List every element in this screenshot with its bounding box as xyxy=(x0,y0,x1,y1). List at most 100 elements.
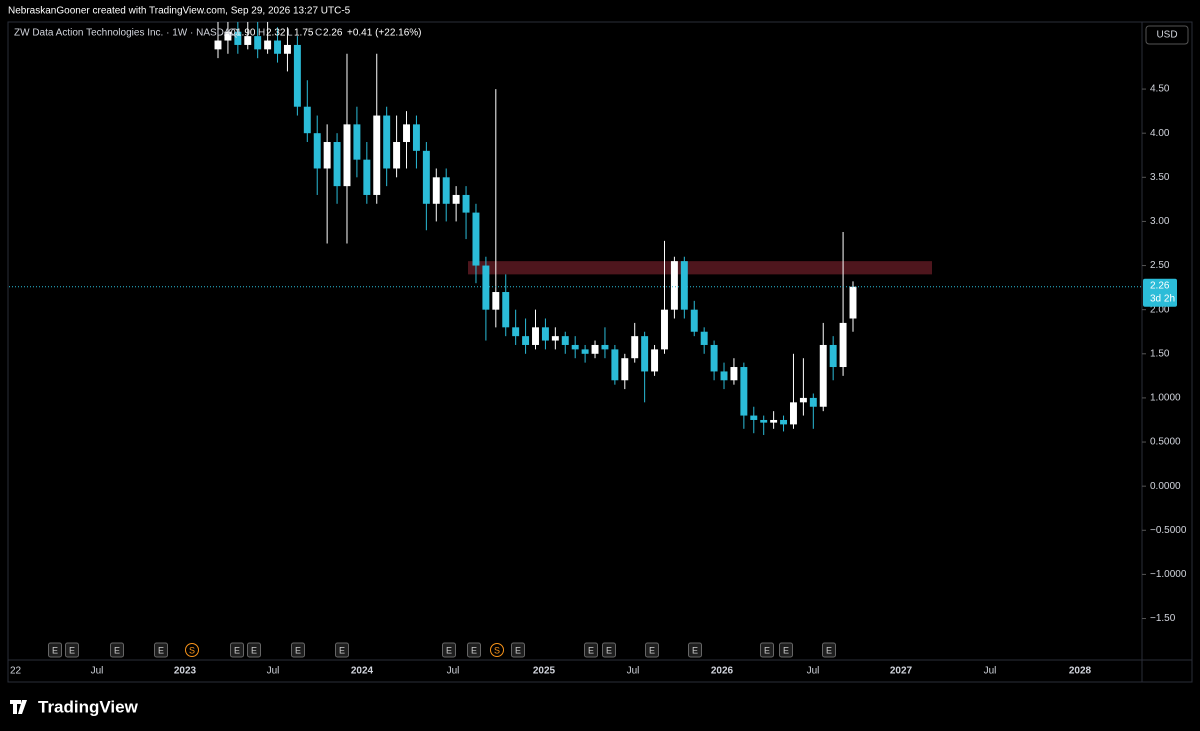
candle-body xyxy=(432,177,440,204)
x-tick-label: 2028 xyxy=(1069,666,1092,677)
x-tick-label: Jul xyxy=(447,666,460,677)
event-marker xyxy=(467,642,481,658)
event-marker xyxy=(110,642,124,658)
candle-body xyxy=(571,344,579,350)
event-marker xyxy=(442,642,456,658)
candle-body xyxy=(214,40,222,50)
candle-body xyxy=(581,349,589,354)
x-tick-label: 2023 xyxy=(174,666,197,677)
candle-body xyxy=(809,397,817,407)
legend-o: O xyxy=(228,28,236,39)
candle-body xyxy=(690,309,698,332)
x-tick-label: Jul xyxy=(267,666,280,677)
currency[interactable]: USD xyxy=(1156,30,1177,41)
candle-body xyxy=(383,115,391,169)
candle-body xyxy=(462,194,470,213)
event-label: E xyxy=(692,645,698,655)
candle-body xyxy=(661,309,668,350)
event-label: E xyxy=(446,645,452,655)
candle-body xyxy=(323,142,331,169)
candle-body xyxy=(541,327,549,341)
candle-body xyxy=(770,419,778,423)
last-price-box xyxy=(1143,278,1177,307)
event-label: E xyxy=(234,645,240,655)
candle-body xyxy=(551,336,559,341)
candle-body xyxy=(244,36,252,45)
candle-body xyxy=(799,397,807,403)
event-label: E xyxy=(471,645,477,655)
y-tick-label: 2.50 xyxy=(1150,260,1170,271)
candle-body xyxy=(710,344,718,372)
candle-body xyxy=(561,336,569,345)
candle-body xyxy=(740,367,748,416)
legend-l: L xyxy=(287,28,293,39)
candle-body xyxy=(670,261,678,310)
event-marker xyxy=(48,642,62,658)
x-tick-label: 2026 xyxy=(711,666,734,677)
event-marker xyxy=(584,642,598,658)
last-price-label: 2.26 xyxy=(1150,280,1170,291)
candle-body xyxy=(363,159,371,195)
event-label: E xyxy=(764,645,770,655)
candle-body xyxy=(403,124,410,143)
resistance-zone xyxy=(468,261,932,275)
candle-body xyxy=(522,336,530,345)
candle-body xyxy=(631,336,639,359)
event-label: E xyxy=(251,645,257,655)
plot xyxy=(214,22,932,435)
y-tick-label: 3.00 xyxy=(1150,216,1170,227)
event-label: E xyxy=(158,645,164,655)
candle-body xyxy=(760,419,768,423)
legend-change: +0.41 (+22.16%) xyxy=(347,28,422,39)
x-tick-label: 2024 xyxy=(351,666,374,677)
y-tick-label: 1.0000 xyxy=(1150,393,1181,404)
countdown: 3d 2h xyxy=(1150,293,1175,304)
event-label: E xyxy=(114,645,120,655)
candle-body xyxy=(829,344,837,368)
panel-border xyxy=(7,21,1193,683)
y-tick-label: 0.0000 xyxy=(1150,481,1181,492)
event-marker xyxy=(230,642,244,658)
x-tick-label: 2027 xyxy=(890,666,913,677)
candle-body xyxy=(274,40,282,54)
y-tick-label: 0.5000 xyxy=(1150,437,1181,448)
candle-body xyxy=(601,344,609,350)
footer-logo: TradingView xyxy=(10,697,139,716)
event-label: E xyxy=(52,645,58,655)
y-tick-label: −1.50 xyxy=(1150,613,1176,624)
candle-body xyxy=(849,286,857,319)
candle-body xyxy=(303,106,311,134)
event-marker xyxy=(291,642,305,658)
x-tick-label: Jul xyxy=(984,666,997,677)
candle-body xyxy=(819,344,827,407)
event-label: E xyxy=(588,645,594,655)
candle-body xyxy=(492,292,500,310)
candle-body xyxy=(393,142,401,169)
candle-body xyxy=(452,194,460,204)
candle-body xyxy=(839,322,847,368)
legend-h: H xyxy=(258,28,265,39)
event-label: E xyxy=(295,645,301,655)
candle-body xyxy=(313,133,321,169)
candle-body xyxy=(412,124,420,151)
candle-body xyxy=(641,336,649,372)
event-marker xyxy=(185,643,199,657)
y-tick-label: 3.50 xyxy=(1150,172,1170,183)
header: NebraskanGooner created with TradingView… xyxy=(8,6,351,17)
candle-body xyxy=(780,419,788,425)
candle-body xyxy=(750,415,758,420)
logo-icon xyxy=(10,700,27,714)
x-tick-label: Jul xyxy=(91,666,104,677)
y-tick-label: 4.00 xyxy=(1150,128,1170,139)
event-marker xyxy=(602,642,616,658)
candle-body xyxy=(651,349,659,372)
y-tick-label: 4.50 xyxy=(1150,84,1170,95)
currency-box[interactable] xyxy=(1145,25,1189,45)
candle-body xyxy=(730,367,738,381)
candle-body xyxy=(700,331,708,345)
event-marker xyxy=(688,642,702,658)
candle-body xyxy=(234,31,242,45)
event-label: E xyxy=(606,645,612,655)
